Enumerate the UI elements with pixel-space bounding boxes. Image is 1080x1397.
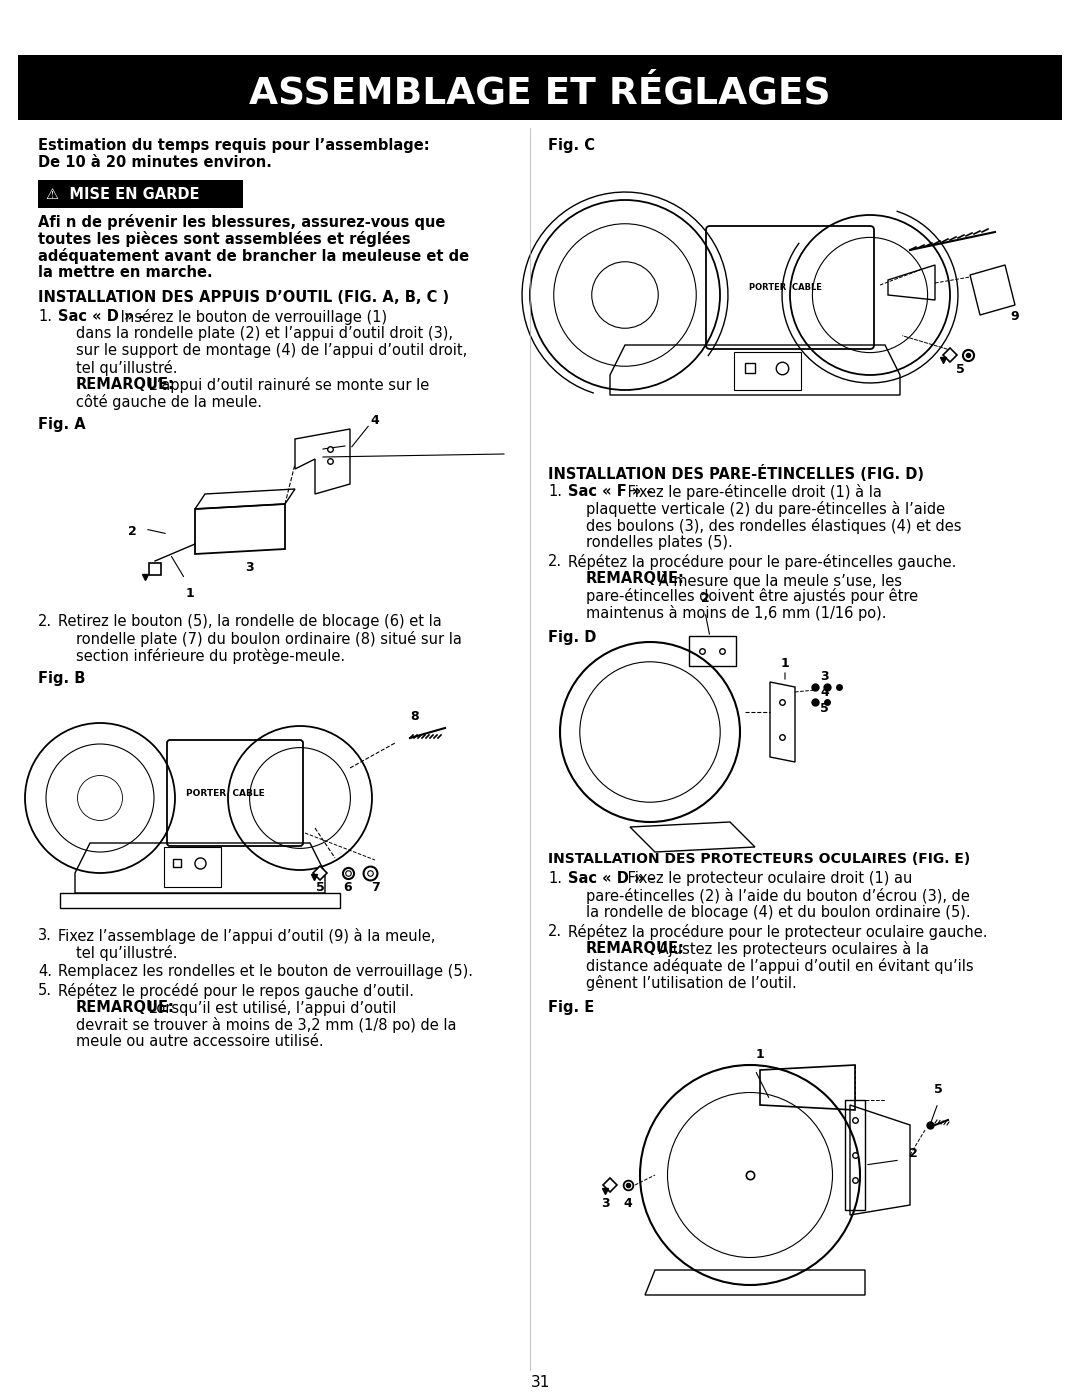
Text: Lorsqu’il est utilisé, l’appui d’outil: Lorsqu’il est utilisé, l’appui d’outil xyxy=(144,1000,396,1016)
Text: 9: 9 xyxy=(1011,310,1020,323)
Text: Remplacez les rondelles et le bouton de verrouillage (5).: Remplacez les rondelles et le bouton de … xyxy=(58,964,473,979)
Text: Afi n de prévenir les blessures, assurez-vous que: Afi n de prévenir les blessures, assurez… xyxy=(38,214,445,231)
Text: ASSEMBLAGE ET RÉGLAGES: ASSEMBLAGE ET RÉGLAGES xyxy=(249,75,831,110)
Text: dans la rondelle plate (2) et l’appui d’outil droit (3),: dans la rondelle plate (2) et l’appui d’… xyxy=(76,326,453,341)
Text: Fig. A: Fig. A xyxy=(38,416,85,432)
Text: la rondelle de blocage (4) et du boulon ordinaire (5).: la rondelle de blocage (4) et du boulon … xyxy=(586,905,971,921)
Text: 4.: 4. xyxy=(38,964,52,979)
Text: 2.: 2. xyxy=(548,923,562,939)
Text: sur le support de montage (4) de l’appui d’outil droit,: sur le support de montage (4) de l’appui… xyxy=(76,344,468,358)
Text: 2: 2 xyxy=(127,525,136,538)
Text: adéquatement avant de brancher la meuleuse et de: adéquatement avant de brancher la meuleu… xyxy=(38,249,469,264)
Text: Ajustez les protecteurs oculaires à la: Ajustez les protecteurs oculaires à la xyxy=(654,942,929,957)
Text: 3
4
5: 3 4 5 xyxy=(820,671,828,715)
Text: ⚠  MISE EN GARDE: ⚠ MISE EN GARDE xyxy=(46,187,200,201)
Text: rondelles plates (5).: rondelles plates (5). xyxy=(586,535,732,550)
Text: 4: 4 xyxy=(370,414,379,427)
Text: pare-étincelles (2) à l’aide du bouton d’écrou (3), de: pare-étincelles (2) à l’aide du bouton d… xyxy=(586,888,970,904)
Text: REMARQUE:: REMARQUE: xyxy=(586,571,685,585)
Text: la mettre en marche.: la mettre en marche. xyxy=(38,265,213,279)
Text: section inférieure du protège-meule.: section inférieure du protège-meule. xyxy=(76,648,346,664)
Text: 2: 2 xyxy=(908,1147,917,1160)
Text: Fig. B: Fig. B xyxy=(38,671,85,686)
Text: Fig. E: Fig. E xyxy=(548,1000,594,1016)
Text: Sac « F » -: Sac « F » - xyxy=(568,483,652,499)
Text: pare-étincelles doivent être ajustés pour être: pare-étincelles doivent être ajustés pou… xyxy=(586,588,918,604)
Text: 5: 5 xyxy=(956,363,964,376)
Text: meule ou autre accessoire utilisé.: meule ou autre accessoire utilisé. xyxy=(76,1034,324,1049)
Text: tel qu’illustré.: tel qu’illustré. xyxy=(76,360,177,376)
Text: 1: 1 xyxy=(186,587,194,599)
Text: INSTALLATION DES PROTECTEURS OCULAIRES (FIG. E): INSTALLATION DES PROTECTEURS OCULAIRES (… xyxy=(548,852,970,866)
Text: À mesure que la meule s’use, les: À mesure que la meule s’use, les xyxy=(654,571,902,590)
Text: côté gauche de la meule.: côté gauche de la meule. xyxy=(76,394,262,409)
Text: gênent l’utilisation de l’outil.: gênent l’utilisation de l’outil. xyxy=(586,975,797,990)
Text: toutes les pièces sont assemblées et réglées: toutes les pièces sont assemblées et rég… xyxy=(38,231,410,247)
Text: REMARQUE:: REMARQUE: xyxy=(76,1000,175,1016)
Text: Répétez la procédure pour le pare-étincelles gauche.: Répétez la procédure pour le pare-étince… xyxy=(568,555,957,570)
Text: De 10 à 20 minutes environ.: De 10 à 20 minutes environ. xyxy=(38,155,272,170)
Text: Retirez le bouton (5), la rondelle de blocage (6) et la: Retirez le bouton (5), la rondelle de bl… xyxy=(58,615,442,629)
Text: 1: 1 xyxy=(781,657,789,671)
Text: 2.: 2. xyxy=(548,555,562,569)
Text: 3: 3 xyxy=(245,562,254,574)
Text: Fixez le protecteur oculaire droit (1) au: Fixez le protecteur oculaire droit (1) a… xyxy=(623,870,913,886)
Text: 2.: 2. xyxy=(38,615,52,629)
Text: PORTER  CABLE: PORTER CABLE xyxy=(748,282,822,292)
Text: plaquette verticale (2) du pare-étincelles à l’aide: plaquette verticale (2) du pare-étincell… xyxy=(586,502,945,517)
Text: des boulons (3), des rondelles élastiques (4) et des: des boulons (3), des rondelles élastique… xyxy=(586,518,961,534)
Text: 1.: 1. xyxy=(548,483,562,499)
Text: Sac « D » -: Sac « D » - xyxy=(58,309,145,324)
Text: Fixez l’assemblage de l’appui d’outil (9) à la meule,: Fixez l’assemblage de l’appui d’outil (9… xyxy=(58,928,435,944)
Text: 2: 2 xyxy=(701,592,710,605)
Text: INSTALLATION DES PARE-ÉTINCELLES (FIG. D): INSTALLATION DES PARE-ÉTINCELLES (FIG. D… xyxy=(548,465,924,482)
FancyBboxPatch shape xyxy=(18,54,1062,120)
Text: L’appui d’outil rainuré se monte sur le: L’appui d’outil rainuré se monte sur le xyxy=(144,377,429,393)
Text: PORTER  CABLE: PORTER CABLE xyxy=(186,788,265,798)
Text: INSTALLATION DES APPUIS D’OUTIL (FIG. A, B, C ): INSTALLATION DES APPUIS D’OUTIL (FIG. A,… xyxy=(38,291,449,305)
Text: Fixez le pare-étincelle droit (1) à la: Fixez le pare-étincelle droit (1) à la xyxy=(623,483,882,500)
Text: 5: 5 xyxy=(315,882,324,894)
Text: Répétez le procédé pour le repos gauche d’outil.: Répétez le procédé pour le repos gauche … xyxy=(58,983,414,999)
Text: Répétez la procédure pour le protecteur oculaire gauche.: Répétez la procédure pour le protecteur … xyxy=(568,923,987,940)
Text: Fig. C: Fig. C xyxy=(548,138,595,154)
Text: 4: 4 xyxy=(623,1197,633,1210)
Text: distance adéquate de l’appui d’outil en évitant qu’ils: distance adéquate de l’appui d’outil en … xyxy=(586,958,974,974)
Text: REMARQUE:: REMARQUE: xyxy=(586,942,685,956)
Text: 1.: 1. xyxy=(548,870,562,886)
Text: tel qu’illustré.: tel qu’illustré. xyxy=(76,944,177,961)
Text: 3: 3 xyxy=(600,1197,609,1210)
Text: 31: 31 xyxy=(530,1375,550,1390)
FancyBboxPatch shape xyxy=(38,180,243,208)
Text: Insérez le bouton de verrouillage (1): Insérez le bouton de verrouillage (1) xyxy=(116,309,387,326)
Text: rondelle plate (7) du boulon ordinaire (8) situé sur la: rondelle plate (7) du boulon ordinaire (… xyxy=(76,631,462,647)
Text: 5.: 5. xyxy=(38,983,52,997)
Text: REMARQUE:: REMARQUE: xyxy=(76,377,175,393)
Text: devrait se trouver à moins de 3,2 mm (1/8 po) de la: devrait se trouver à moins de 3,2 mm (1/… xyxy=(76,1017,457,1032)
Text: 1: 1 xyxy=(756,1048,765,1060)
Text: 7: 7 xyxy=(370,882,379,894)
Text: 5: 5 xyxy=(933,1083,943,1097)
Text: Estimation du temps requis pour l’assemblage:: Estimation du temps requis pour l’assemb… xyxy=(38,138,430,154)
Text: maintenus à moins de 1,6 mm (1/16 po).: maintenus à moins de 1,6 mm (1/16 po). xyxy=(586,605,887,622)
Text: Fig. D: Fig. D xyxy=(548,630,596,645)
Text: 3.: 3. xyxy=(38,928,52,943)
Text: 8: 8 xyxy=(410,710,419,724)
Text: 6: 6 xyxy=(343,882,352,894)
Text: Sac « D » -: Sac « D » - xyxy=(568,870,654,886)
Text: 1.: 1. xyxy=(38,309,52,324)
